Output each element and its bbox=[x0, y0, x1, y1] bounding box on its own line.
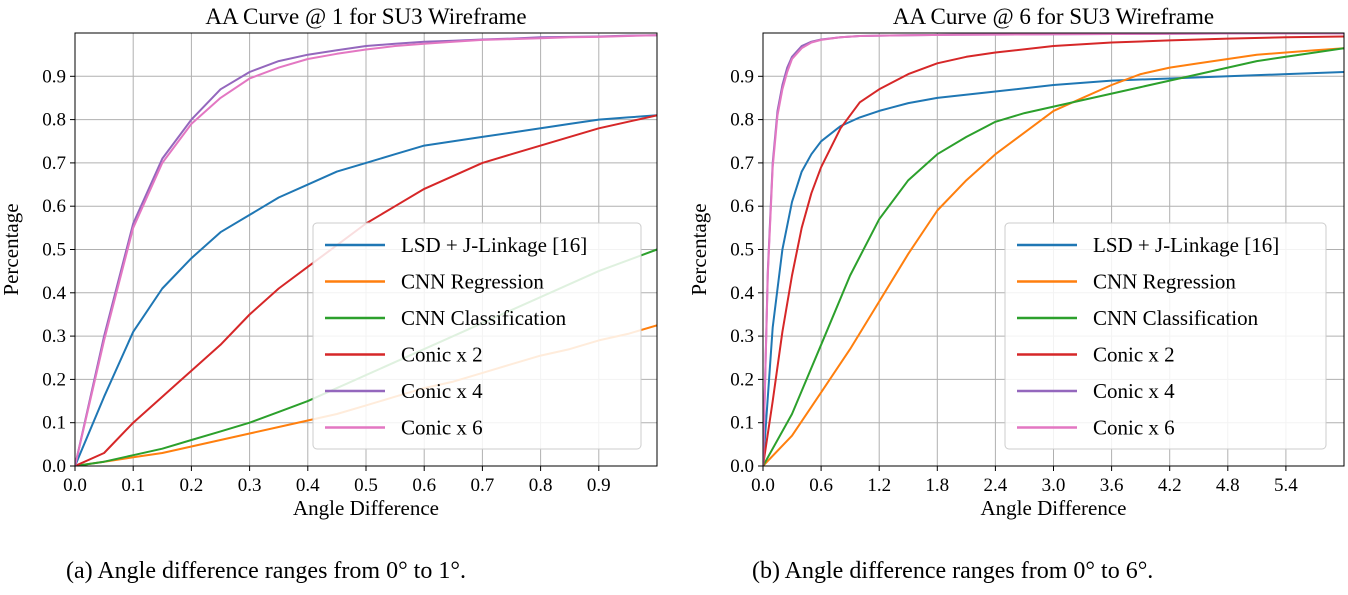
legend-label-4: Conic x 2 bbox=[401, 343, 483, 367]
legend-label-1: LSD + J-Linkage [16] bbox=[1093, 233, 1279, 257]
x-tick-label: 0.6 bbox=[412, 475, 436, 496]
y-tick-label: 0.9 bbox=[42, 66, 66, 87]
chart-2: 0.0 0.6 1.2 1.8 2.4 3.0 3.6 4.2 4.8 5.4 0.0 0.1 0.2 0… bbox=[687, 4, 1345, 520]
x-tick-label: 0.2 bbox=[180, 475, 204, 496]
y-tick-label: 0.0 bbox=[730, 456, 754, 477]
series-line-3 bbox=[763, 47, 1344, 466]
y-tick-label: 0.0 bbox=[42, 456, 66, 477]
y-tick-label: 0.1 bbox=[730, 413, 754, 434]
legend-label-3: CNN Classification bbox=[401, 306, 567, 330]
series-line-4 bbox=[763, 35, 1344, 466]
series-line-1 bbox=[763, 71, 1344, 466]
y-axis-label: Percentage bbox=[687, 203, 711, 295]
x-tick-label: 0.0 bbox=[751, 475, 775, 496]
series-group bbox=[763, 33, 1344, 466]
x-tick-label: 0.3 bbox=[238, 475, 262, 496]
legend-label-1: LSD + J-Linkage [16] bbox=[401, 233, 587, 257]
x-tick-label: 0.1 bbox=[121, 475, 145, 496]
x-tick-label: 5.4 bbox=[1274, 475, 1298, 496]
y-tick-label: 0.3 bbox=[730, 326, 754, 347]
legend-box bbox=[1004, 222, 1327, 450]
y-tick-label: 0.6 bbox=[730, 196, 754, 217]
series-line-1 bbox=[75, 114, 657, 466]
x-axis-label: Angle Difference bbox=[293, 496, 439, 520]
y-tick-label: 0.5 bbox=[42, 240, 66, 261]
x-tick-label: 0.5 bbox=[354, 475, 378, 496]
chart-title: AA Curve @ 6 for SU3 Wireframe bbox=[893, 4, 1214, 29]
y-tick-label: 0.7 bbox=[42, 153, 66, 174]
y-tick-label: 0.2 bbox=[730, 369, 754, 390]
x-tick-label: 1.8 bbox=[925, 475, 949, 496]
legend-box bbox=[312, 222, 642, 450]
x-tick-label: 1.2 bbox=[867, 475, 891, 496]
legend: LSD + J-Linkage [16] CNN Regression CNN Cl… bbox=[312, 222, 642, 450]
y-tick-label: 0.7 bbox=[730, 153, 754, 174]
legend-label-4: Conic x 2 bbox=[1093, 343, 1175, 367]
chart-1: 0.0 0.1 0.2 0.3 0.4 0.5 0.6 0.7 0.8 0.9 0.0 0.1 0.2 0… bbox=[0, 4, 658, 520]
y-tick-label: 0.8 bbox=[42, 110, 66, 131]
x-tick-label: 0.4 bbox=[296, 475, 320, 496]
y-tick-label: 0.5 bbox=[730, 240, 754, 261]
y-tick-label: 0.6 bbox=[42, 196, 66, 217]
legend: LSD + J-Linkage [16] CNN Regression CNN Cl… bbox=[1004, 222, 1327, 450]
y-tick-label: 0.2 bbox=[42, 369, 66, 390]
series-line-2 bbox=[763, 47, 1344, 466]
x-tick-label: 0.6 bbox=[809, 475, 833, 496]
x-tick-label: 0.9 bbox=[587, 475, 611, 496]
series-line-6 bbox=[763, 33, 1344, 466]
x-tick-label: 4.8 bbox=[1216, 475, 1240, 496]
y-tick-label: 0.4 bbox=[730, 283, 754, 304]
legend-label-6: Conic x 6 bbox=[401, 416, 483, 440]
series-line-6 bbox=[75, 34, 657, 466]
legend-label-6: Conic x 6 bbox=[1093, 416, 1175, 440]
y-tick-label: 0.8 bbox=[730, 110, 754, 131]
x-tick-label: 3.6 bbox=[1100, 475, 1124, 496]
y-tick-label: 0.1 bbox=[42, 413, 66, 434]
chart-title: AA Curve @ 1 for SU3 Wireframe bbox=[205, 4, 526, 29]
x-tick-label: 3.0 bbox=[1042, 475, 1066, 496]
legend-label-5: Conic x 4 bbox=[401, 379, 483, 403]
legend-label-5: Conic x 4 bbox=[1093, 379, 1175, 403]
x-tick-label: 2.4 bbox=[984, 475, 1008, 496]
y-axis-label: Percentage bbox=[0, 203, 23, 295]
x-tick-label: 0.7 bbox=[471, 475, 495, 496]
legend-label-2: CNN Regression bbox=[401, 270, 544, 294]
caption-b: (b) Angle difference ranges from 0° to 6… bbox=[752, 558, 1154, 584]
y-tick-label: 0.4 bbox=[42, 283, 66, 304]
caption-a: (a) Angle difference ranges from 0° to 1… bbox=[66, 558, 466, 584]
x-tick-label: 4.2 bbox=[1158, 475, 1182, 496]
legend-label-3: CNN Classification bbox=[1093, 306, 1259, 330]
legend-label-2: CNN Regression bbox=[1093, 270, 1236, 294]
x-tick-label: 0.0 bbox=[63, 475, 87, 496]
y-tick-label: 0.3 bbox=[42, 326, 66, 347]
x-tick-label: 0.8 bbox=[529, 475, 553, 496]
x-axis-label: Angle Difference bbox=[981, 496, 1127, 520]
y-tick-label: 0.9 bbox=[730, 66, 754, 87]
